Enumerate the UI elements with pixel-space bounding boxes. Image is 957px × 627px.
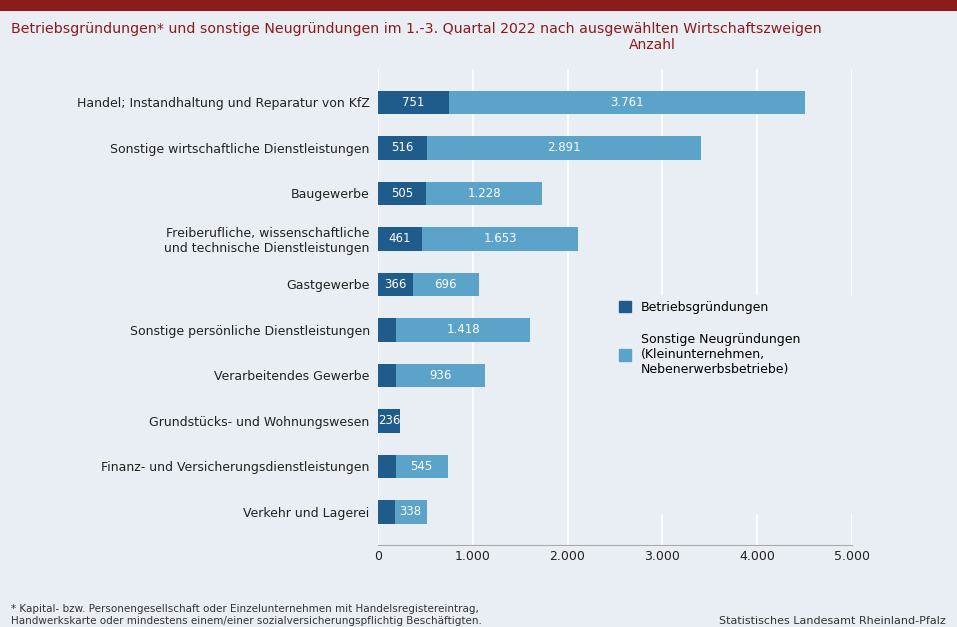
Bar: [378, 500, 394, 524]
Text: 751: 751: [402, 96, 425, 109]
Bar: [396, 455, 448, 478]
Text: 3.761: 3.761: [611, 96, 644, 109]
Text: 1.653: 1.653: [483, 233, 517, 246]
Bar: [412, 273, 478, 297]
Bar: [378, 273, 412, 297]
Legend: Betriebsgründungen, Sonstige Neugründungen
(Kleinunternehmen,
Nebenerwerbsbetrie: Betriebsgründungen, Sonstige Neugründung…: [619, 301, 801, 376]
Bar: [378, 91, 449, 114]
Text: 696: 696: [434, 278, 456, 291]
Text: 505: 505: [390, 187, 413, 200]
Text: 236: 236: [378, 414, 400, 428]
Text: Anzahl: Anzahl: [630, 38, 677, 52]
Bar: [422, 227, 578, 251]
Text: 545: 545: [411, 460, 433, 473]
Text: 338: 338: [399, 505, 422, 519]
Bar: [394, 500, 427, 524]
Text: 2.891: 2.891: [547, 142, 581, 154]
Text: 1.418: 1.418: [446, 324, 479, 337]
Bar: [378, 409, 400, 433]
Bar: [378, 182, 426, 205]
Bar: [449, 91, 806, 114]
Text: 936: 936: [430, 369, 452, 382]
Text: 461: 461: [389, 233, 412, 246]
Bar: [378, 364, 396, 387]
Text: 516: 516: [391, 142, 413, 154]
Bar: [396, 364, 485, 387]
Bar: [378, 455, 396, 478]
Bar: [378, 227, 422, 251]
Text: * Kapital- bzw. Personengesellschaft oder Einzelunternehmen mit Handelsregistere: * Kapital- bzw. Personengesellschaft ode…: [11, 604, 482, 626]
Text: Statistisches Landesamt Rheinland-Pfalz: Statistisches Landesamt Rheinland-Pfalz: [719, 616, 946, 626]
Text: 366: 366: [384, 278, 407, 291]
Text: 1.228: 1.228: [467, 187, 501, 200]
Bar: [378, 318, 396, 342]
Bar: [427, 136, 701, 160]
Text: Betriebsgründungen* und sonstige Neugründungen im 1.-3. Quartal 2022 nach ausgew: Betriebsgründungen* und sonstige Neugrün…: [11, 22, 822, 36]
Bar: [426, 182, 543, 205]
Bar: [396, 318, 530, 342]
Bar: [378, 136, 427, 160]
